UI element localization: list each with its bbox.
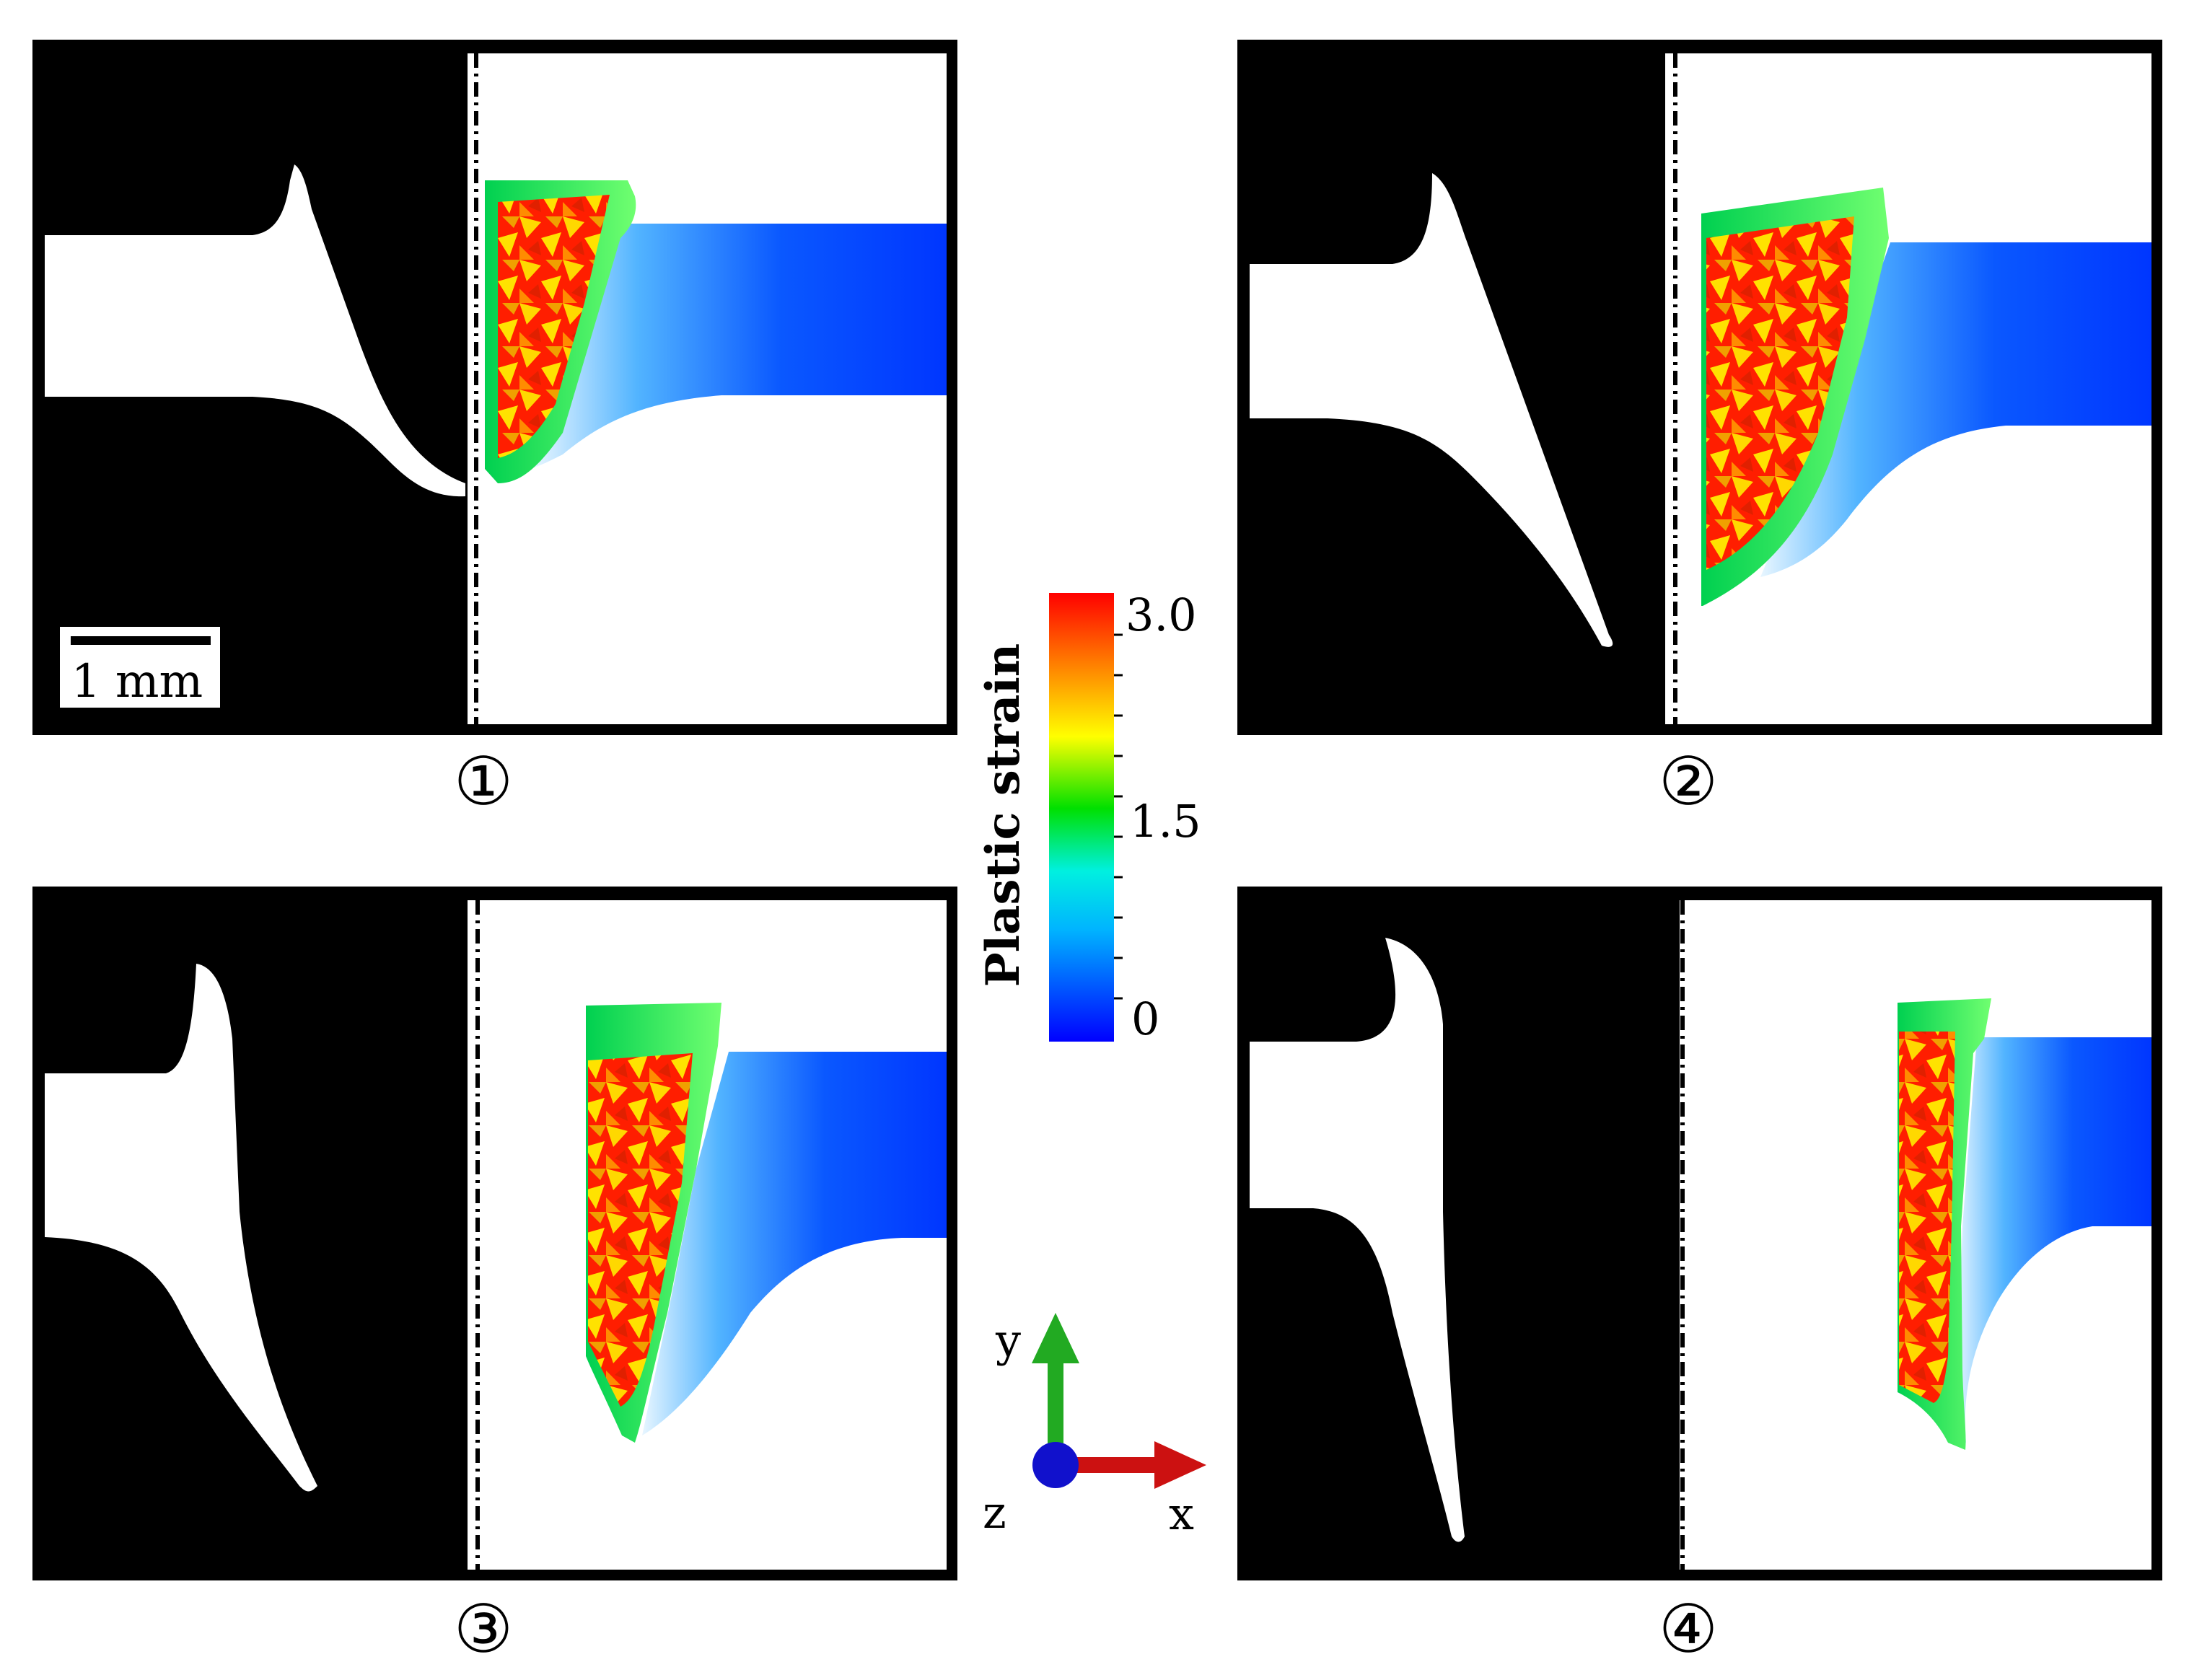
z-axis-dot [1032, 1442, 1079, 1488]
axis-triad: y x z [983, 1313, 1206, 1540]
y-axis-arrowhead [1032, 1313, 1079, 1363]
colorbar-tick-max: 3.0 [1126, 589, 1197, 641]
colorbar-minor-ticks [1114, 633, 1123, 1000]
x-axis-shaft [1068, 1457, 1160, 1473]
panel-1-experimental-profile [45, 164, 465, 497]
panel-2-high-strain-region [1706, 216, 1854, 570]
scale-bar-label: 1 mm [71, 655, 203, 708]
z-axis-label: z [983, 1486, 1006, 1539]
colorbar-title: Plastic strain [976, 643, 1030, 988]
panel-4 [1237, 887, 2162, 1580]
panel-2 [1237, 40, 2162, 735]
panel-4-experimental-profile [1250, 938, 1465, 1542]
panel-3-low-strain-region [642, 1052, 947, 1435]
colorbar: 3.0 1.5 0 Plastic strain [976, 589, 1201, 1045]
panel-2-label: ② [1659, 743, 1718, 820]
panel-3-high-strain-region [588, 1053, 693, 1407]
x-axis-label: x [1169, 1487, 1194, 1540]
panel-3-experimental-profile [45, 964, 317, 1492]
panel-3-label: ③ [454, 1591, 513, 1668]
panel-1-low-strain-region [534, 224, 947, 467]
colorbar-gradient [1049, 593, 1114, 1042]
colorbar-tick-mid: 1.5 [1130, 795, 1201, 848]
y-axis-shaft [1048, 1356, 1063, 1464]
panel-2-experimental-profile [1250, 173, 1613, 647]
panel-2-low-strain-region [1760, 242, 2151, 577]
y-axis-label: y [995, 1314, 1021, 1367]
panel-4-low-strain-region [1955, 1037, 2151, 1443]
panel-1-high-strain-region [498, 195, 610, 458]
panel-1-label: ① [454, 743, 513, 820]
colorbar-tick-min: 0 [1131, 993, 1159, 1045]
panel-4-label: ④ [1659, 1591, 1718, 1668]
panel-1: 1 mm [32, 40, 957, 735]
x-axis-arrowhead [1154, 1441, 1206, 1489]
panel-3 [32, 887, 957, 1580]
panel-4-high-strain-region [1899, 1032, 1955, 1403]
